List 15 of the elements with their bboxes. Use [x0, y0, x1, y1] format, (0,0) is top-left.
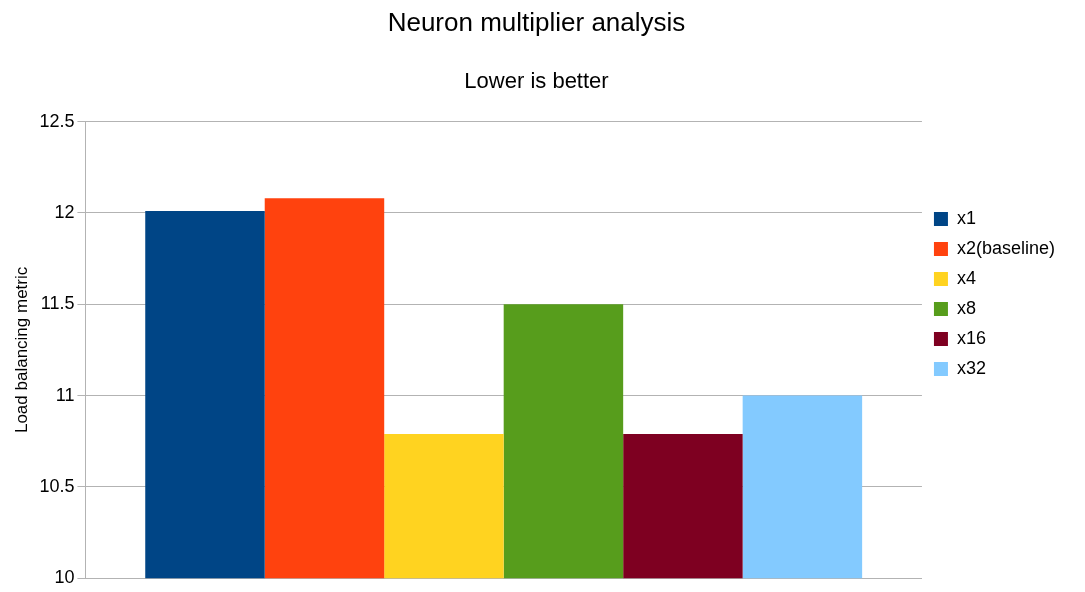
legend-label: x16: [956, 327, 986, 348]
legend-label: x8: [956, 297, 976, 318]
y-axis-title: Load balancing metric: [11, 266, 31, 434]
legend-label: x2(baseline): [956, 237, 1056, 258]
y-tick-label: 12: [54, 201, 75, 222]
y-tick-label: 12.5: [39, 110, 75, 131]
legend-label: x4: [956, 267, 976, 288]
y-tick-label: 11.5: [40, 293, 75, 314]
chart-title: Neuron multiplier analysis: [387, 6, 686, 37]
chart-subtitle: Lower is better: [464, 68, 609, 94]
legend-label: x1: [956, 207, 976, 228]
y-tick-label: 11: [55, 384, 75, 405]
y-tick-label: 10: [54, 567, 75, 588]
legend-label: x32: [956, 357, 986, 378]
y-tick-label: 10.5: [39, 475, 75, 496]
